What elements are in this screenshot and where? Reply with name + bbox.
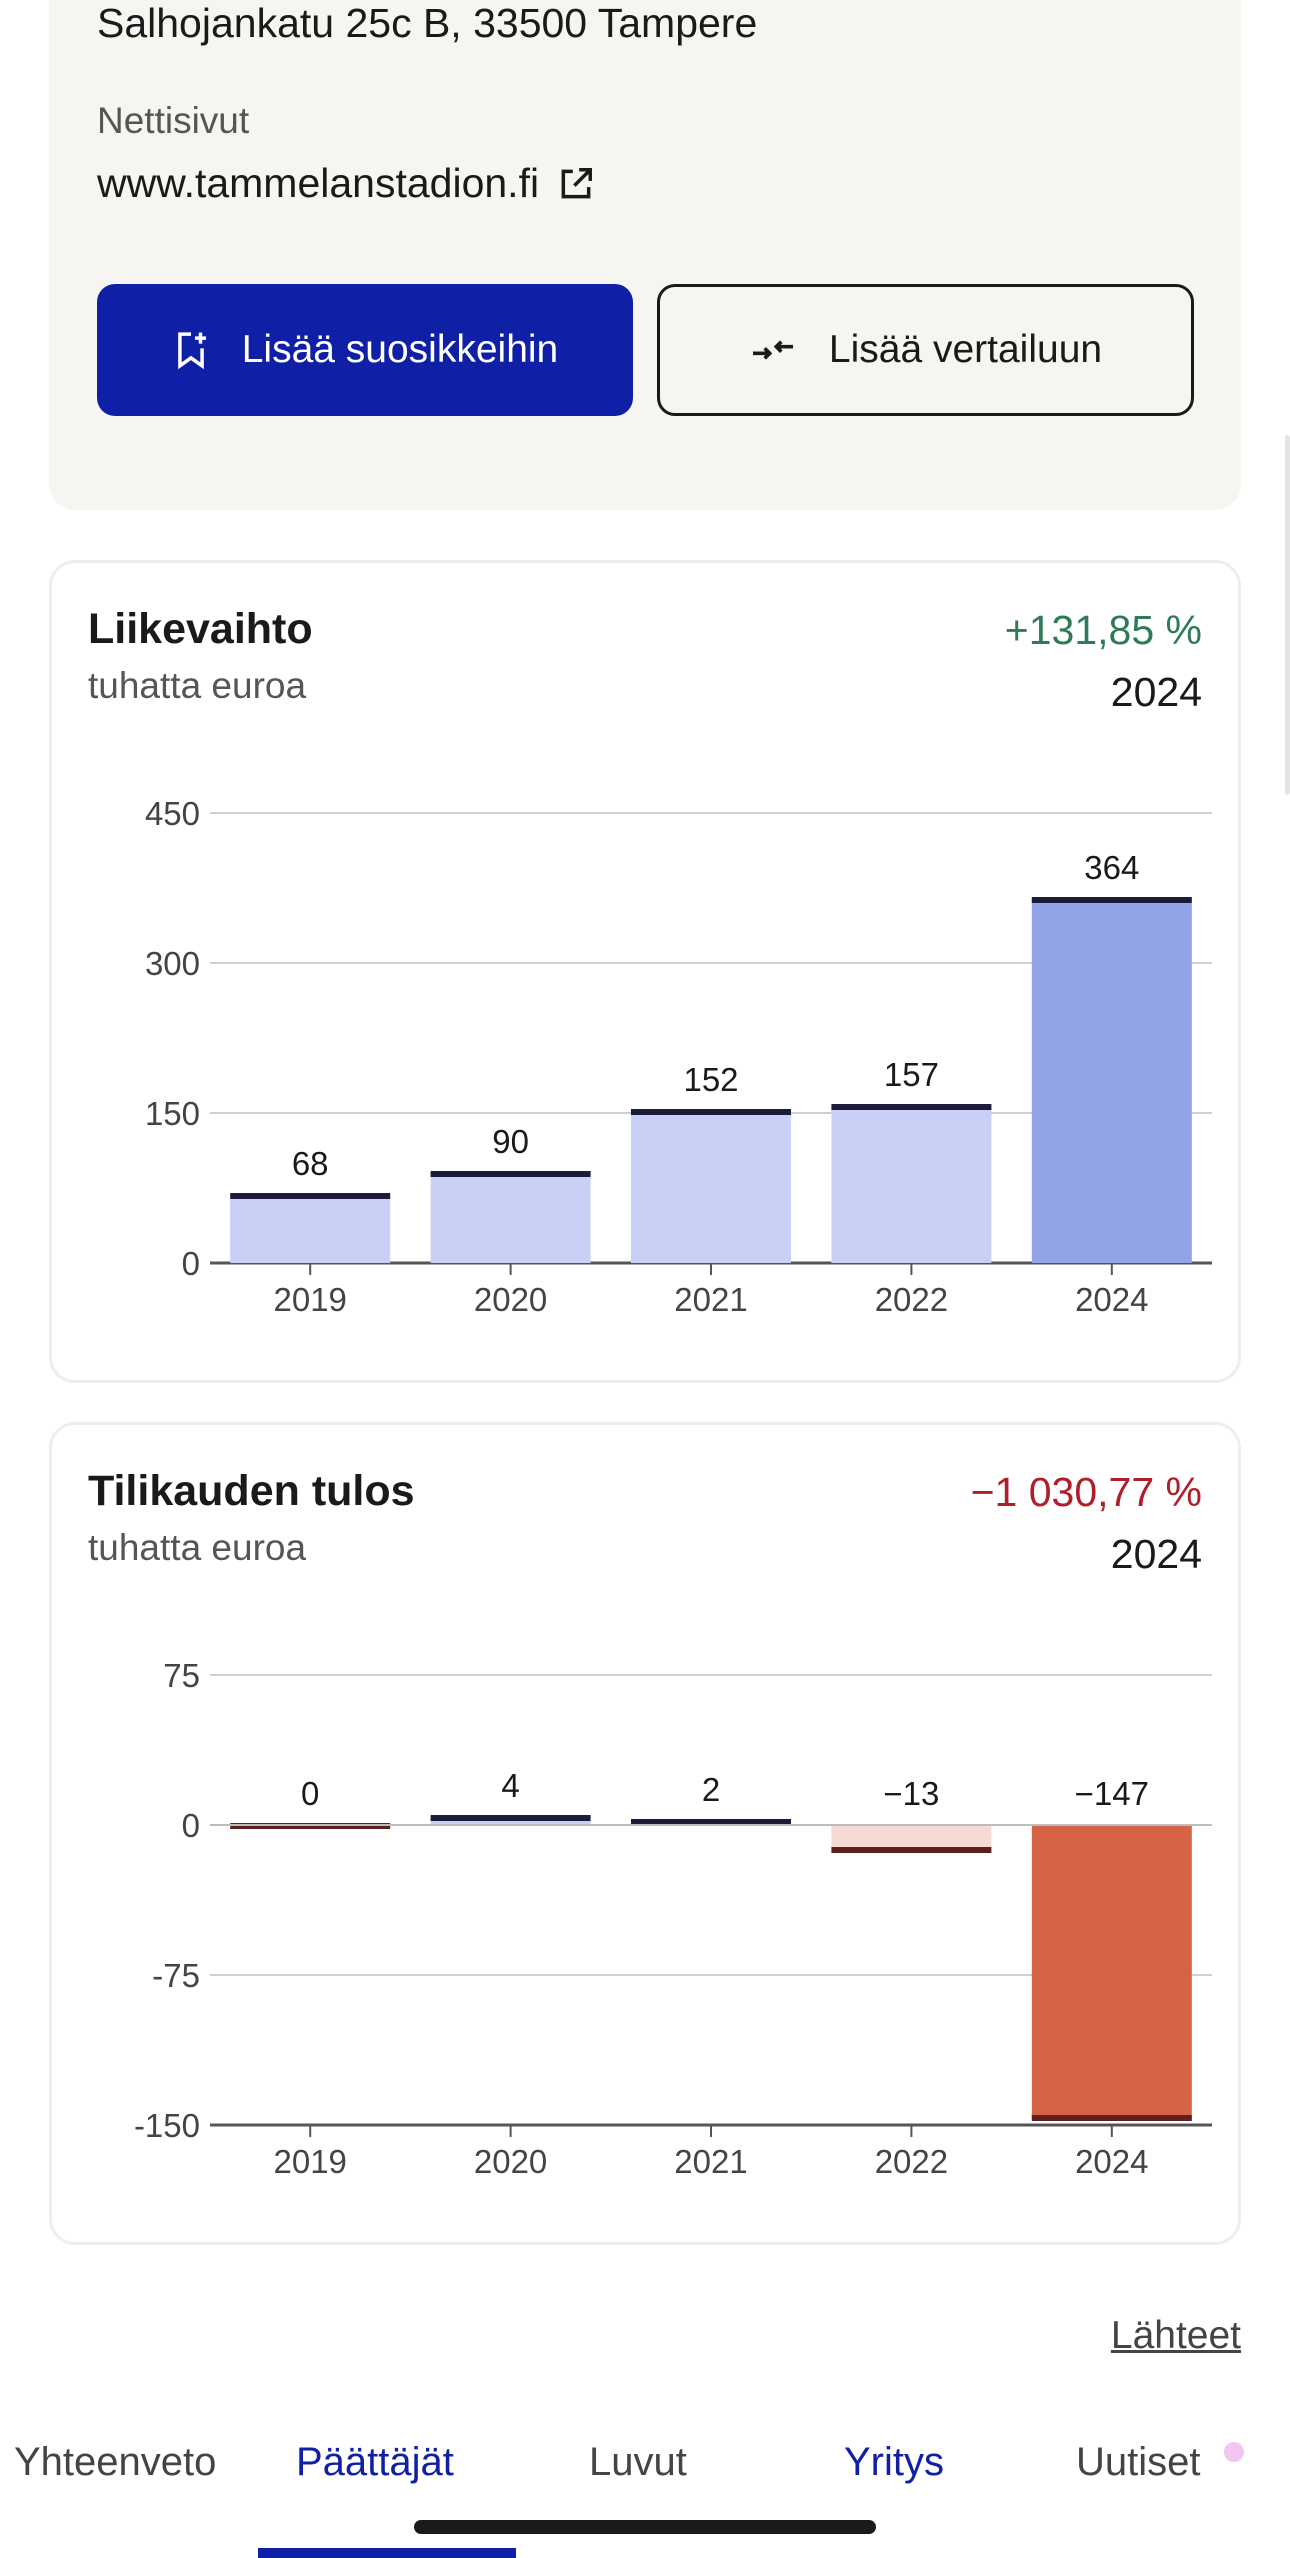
profit-unit: tuhatta euroa: [88, 1527, 307, 1568]
company-info-panel: [49, 0, 1241, 510]
add-to-favorites-label: Lisää suosikkeihin: [241, 328, 559, 371]
profit-y-tick-label: -150: [134, 2107, 200, 2144]
news-notification-dot: [1224, 2442, 1244, 2462]
revenue-bar-cap: [430, 1171, 591, 1177]
revenue-bar-cap: [1031, 897, 1192, 903]
profit-change: −1 030,77 %: [970, 1469, 1202, 1515]
tab-paattajat[interactable]: Päättäjät: [296, 2440, 454, 2484]
bottom-tab-bar: Yhteenveto Päättäjät Luvut Yritys Uutise…: [0, 2420, 1290, 2558]
profit-value-label: −147: [1075, 1775, 1149, 1812]
revenue-change: +131,85 %: [1004, 607, 1202, 653]
sources-link[interactable]: Lähteet: [1110, 2314, 1241, 2357]
revenue-bar-cap: [631, 1109, 791, 1115]
scrollbar[interactable]: [1285, 435, 1290, 795]
external-link-icon: [561, 167, 593, 198]
revenue-x-tick-label: 2024: [1075, 1281, 1148, 1318]
profit-x-tick-label: 2020: [474, 2143, 547, 2180]
website-url[interactable]: www.tammelanstadion.fi: [97, 160, 540, 206]
profit-bar: [831, 1825, 992, 1851]
profit-bar-cap: [430, 1815, 591, 1821]
revenue-y-tick-label: 150: [145, 1095, 200, 1132]
revenue-y-tick-label: 300: [145, 945, 200, 982]
revenue-value-label: 90: [492, 1123, 529, 1160]
profit-change-year: 2024: [1110, 1531, 1202, 1577]
revenue-bar: [430, 1173, 591, 1263]
revenue-value-label: 152: [683, 1061, 738, 1098]
revenue-bar: [631, 1111, 791, 1263]
compare-arrows-icon: [752, 340, 793, 360]
revenue-chart: 0 150 300 450 68 2019 90 2020 152 2021 157 2022 364 2…: [145, 795, 1212, 1318]
revenue-bar-cap: [230, 1193, 391, 1199]
profit-bar: [1031, 1825, 1192, 2119]
revenue-bar: [230, 1195, 391, 1263]
tab-yritys[interactable]: Yritys: [844, 2440, 944, 2484]
website-label: Nettisivut: [97, 100, 250, 141]
add-to-compare-label: Lisää vertailuun: [828, 328, 1103, 371]
revenue-x-tick-label: 2020: [474, 1281, 547, 1318]
revenue-bar-cap: [831, 1104, 992, 1110]
revenue-y-tick-label: 450: [145, 795, 200, 832]
revenue-x-tick-label: 2019: [273, 1281, 346, 1318]
revenue-x-tick-label: 2022: [875, 1281, 948, 1318]
profit-value-label: 4: [501, 1767, 519, 1804]
profit-x-tick-label: 2024: [1075, 2143, 1148, 2180]
profit-value-label: 2: [702, 1771, 720, 1808]
profit-x-tick-label: 2021: [674, 2143, 747, 2180]
tab-uutiset[interactable]: Uutiset: [1076, 2440, 1201, 2484]
revenue-value-label: 364: [1084, 849, 1139, 886]
profit-bar-cap: [1031, 2115, 1192, 2121]
revenue-unit: tuhatta euroa: [88, 665, 307, 706]
website-link[interactable]: www.tammelanstadion.fi: [97, 160, 595, 207]
revenue-value-label: 157: [884, 1056, 939, 1093]
profit-x-tick-label: 2022: [875, 2143, 948, 2180]
profit-y-tick-label: 75: [163, 1657, 200, 1694]
profit-title: Tilikauden tulos: [88, 1467, 415, 1515]
tab-luvut[interactable]: Luvut: [589, 2440, 687, 2484]
revenue-x-tick-label: 2021: [674, 1281, 747, 1318]
revenue-title: Liikevaihto: [88, 605, 313, 653]
home-indicator[interactable]: [414, 2520, 876, 2534]
add-to-compare-button[interactable]: Lisää vertailuun: [657, 284, 1194, 416]
tab-yhteenveto[interactable]: Yhteenveto: [14, 2440, 217, 2484]
profit-y-tick-label: 0: [182, 1807, 200, 1844]
revenue-y-tick-label: 0: [182, 1245, 200, 1282]
bookmark-add-icon: [177, 332, 206, 370]
profit-chart: 75 0 -75 -150 0 2019 4 2020 2 2021 −13 2022 −147 2024: [134, 1657, 1212, 2180]
company-address: Salhojankatu 25c B, 33500 Tampere: [97, 0, 758, 46]
profit-value-label: −13: [883, 1775, 939, 1812]
revenue-card: Liikevaihto tuhatta euroa +131,85 % 2024…: [49, 560, 1241, 1383]
profit-value-label: 0: [301, 1775, 319, 1812]
revenue-change-year: 2024: [1110, 669, 1202, 715]
profit-y-tick-label: -75: [152, 1957, 200, 1994]
profit-bar-cap: [831, 1847, 992, 1853]
add-to-favorites-button[interactable]: Lisää suosikkeihin: [97, 284, 633, 416]
active-tab-indicator: [258, 2548, 516, 2558]
revenue-bar: [831, 1106, 992, 1263]
profit-bar-cap: [631, 1819, 791, 1825]
profit-card: Tilikauden tulos tuhatta euroa −1 030,77…: [49, 1422, 1241, 2245]
revenue-bar: [1031, 899, 1192, 1263]
profit-x-tick-label: 2019: [273, 2143, 346, 2180]
revenue-value-label: 68: [292, 1145, 329, 1182]
